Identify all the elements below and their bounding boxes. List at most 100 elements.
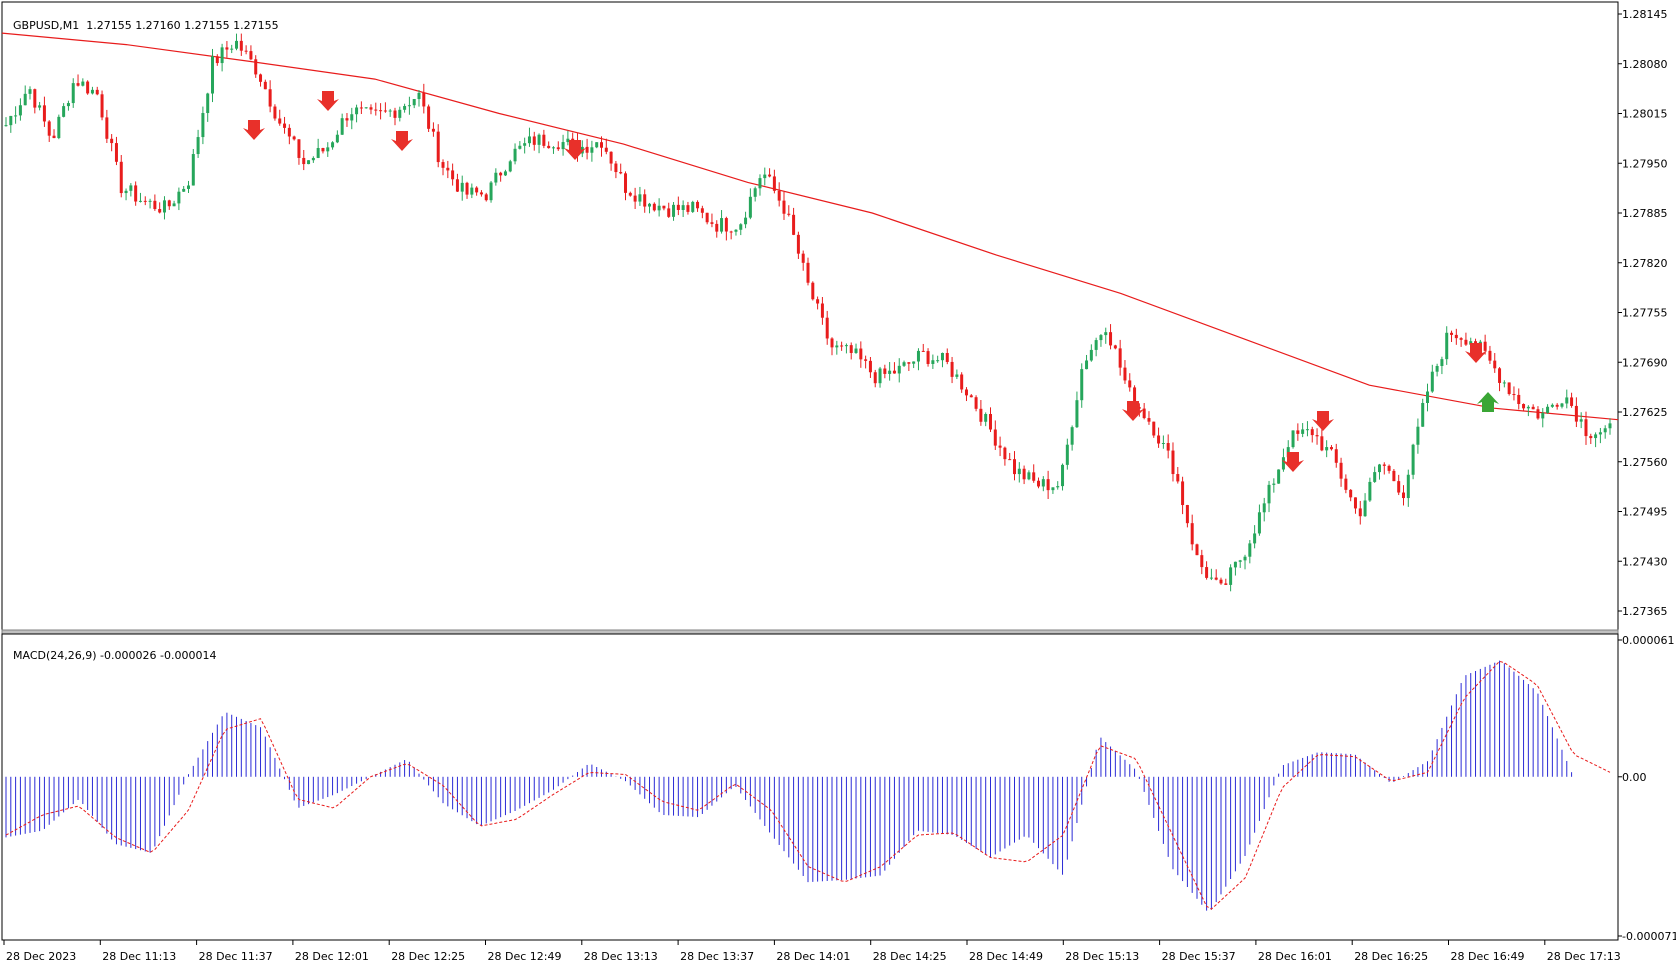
bull-candle xyxy=(326,147,330,152)
bull-candle xyxy=(1065,444,1069,465)
bull-candle xyxy=(211,56,215,94)
macd-indicator-label: MACD(24,26,9) xyxy=(13,649,97,662)
bull-candle xyxy=(940,352,944,361)
bear-candle xyxy=(1517,394,1521,405)
sell-arrow-icon xyxy=(243,120,265,140)
bull-candle xyxy=(1603,428,1607,433)
bull-candle xyxy=(595,142,599,148)
bear-candle xyxy=(1454,334,1458,339)
bull-candle xyxy=(566,138,570,143)
bull-candle xyxy=(186,185,190,189)
bear-candle xyxy=(1574,405,1578,422)
bear-candle xyxy=(1512,394,1516,396)
bear-candle xyxy=(1382,464,1386,466)
bull-candle xyxy=(124,190,128,194)
bear-candle xyxy=(249,51,253,60)
bull-candle xyxy=(1017,468,1021,475)
bull-candle xyxy=(335,134,339,143)
bull-candle xyxy=(1560,403,1564,407)
bear-candle xyxy=(1353,497,1357,509)
bear-candle xyxy=(571,138,575,141)
bear-candle xyxy=(585,146,589,153)
bull-candle xyxy=(931,360,935,364)
time-tick-label: 28 Dec 11:13 xyxy=(102,950,176,963)
bear-candle xyxy=(1032,472,1036,481)
bull-candle xyxy=(523,143,527,146)
bear-candle xyxy=(1531,406,1535,410)
buy-arrow-icon xyxy=(1477,392,1499,412)
bull-candle xyxy=(182,188,186,192)
bear-candle xyxy=(969,395,973,398)
bear-candle xyxy=(244,50,248,52)
bull-candle xyxy=(1325,447,1329,451)
bear-candle xyxy=(374,109,378,111)
bear-candle xyxy=(1109,332,1113,346)
bull-candle xyxy=(1291,430,1295,448)
bull-candle xyxy=(235,40,239,49)
sell-arrow-icon xyxy=(391,131,413,151)
bear-candle xyxy=(729,231,733,233)
bull-candle xyxy=(191,154,195,186)
bear-candle xyxy=(441,162,445,168)
bear-candle xyxy=(1334,449,1338,463)
bull-candle xyxy=(1608,423,1612,429)
bear-candle xyxy=(820,303,824,318)
bear-candle xyxy=(782,200,786,214)
bear-candle xyxy=(1200,555,1204,568)
bull-candle xyxy=(38,105,42,108)
time-tick-label: 28 Dec 14:25 xyxy=(873,950,947,963)
ohlc-values: 1.27155 1.27160 1.27155 1.27155 xyxy=(86,19,279,32)
bear-candle xyxy=(1008,459,1012,461)
sell-arrow-icon xyxy=(1465,343,1487,363)
bear-candle xyxy=(158,209,162,213)
bear-candle xyxy=(1181,481,1185,506)
bull-candle xyxy=(220,47,224,64)
bull-candle xyxy=(955,374,959,377)
bull-candle xyxy=(177,191,181,204)
bull-candle xyxy=(307,160,311,165)
bull-candle xyxy=(311,157,315,161)
time-tick-label: 28 Dec 14:01 xyxy=(776,950,850,963)
bull-candle xyxy=(57,116,61,139)
bull-candle xyxy=(1435,365,1439,372)
bull-candle xyxy=(172,203,176,207)
bull-candle xyxy=(1041,479,1045,487)
bull-candle xyxy=(758,178,762,189)
bear-candle xyxy=(1022,468,1026,480)
price-tick-label: 1.28015 xyxy=(1622,108,1668,121)
bull-candle xyxy=(1550,404,1554,407)
bull-candle xyxy=(407,105,411,107)
main-chart-frame xyxy=(1,1,1619,941)
bear-candle xyxy=(283,123,287,128)
price-tick-label: 1.27820 xyxy=(1622,257,1668,270)
bull-candle xyxy=(417,92,421,99)
bull-candle xyxy=(230,48,234,50)
bull-candle xyxy=(681,205,685,210)
price-tick-label: 1.27365 xyxy=(1622,605,1668,618)
bull-candle xyxy=(196,137,200,155)
bull-candle xyxy=(1440,359,1444,366)
bull-candle xyxy=(331,142,335,148)
sell-arrow-icon xyxy=(1312,411,1334,431)
bear-candle xyxy=(479,192,483,195)
macd-tick-label: 0.00 xyxy=(1622,771,1647,784)
bear-candle xyxy=(1310,429,1314,436)
bull-candle xyxy=(1099,335,1103,341)
bear-candle xyxy=(1205,567,1209,578)
bear-candle xyxy=(1488,350,1492,361)
bear-candle xyxy=(1013,459,1017,475)
bull-candle xyxy=(1406,474,1410,499)
bull-candle xyxy=(1070,427,1074,445)
bear-candle xyxy=(1137,407,1141,409)
bear-candle xyxy=(1320,436,1324,451)
bull-candle xyxy=(878,368,882,384)
bear-candle xyxy=(662,205,666,209)
macd-tick-label: -0.000071 xyxy=(1622,930,1676,943)
bear-candle xyxy=(825,317,829,339)
bear-candle xyxy=(993,429,997,446)
time-tick-label: 28 Dec 15:37 xyxy=(1162,950,1236,963)
bear-candle xyxy=(422,92,426,107)
bull-candle xyxy=(148,200,152,202)
bear-candle xyxy=(873,372,877,384)
